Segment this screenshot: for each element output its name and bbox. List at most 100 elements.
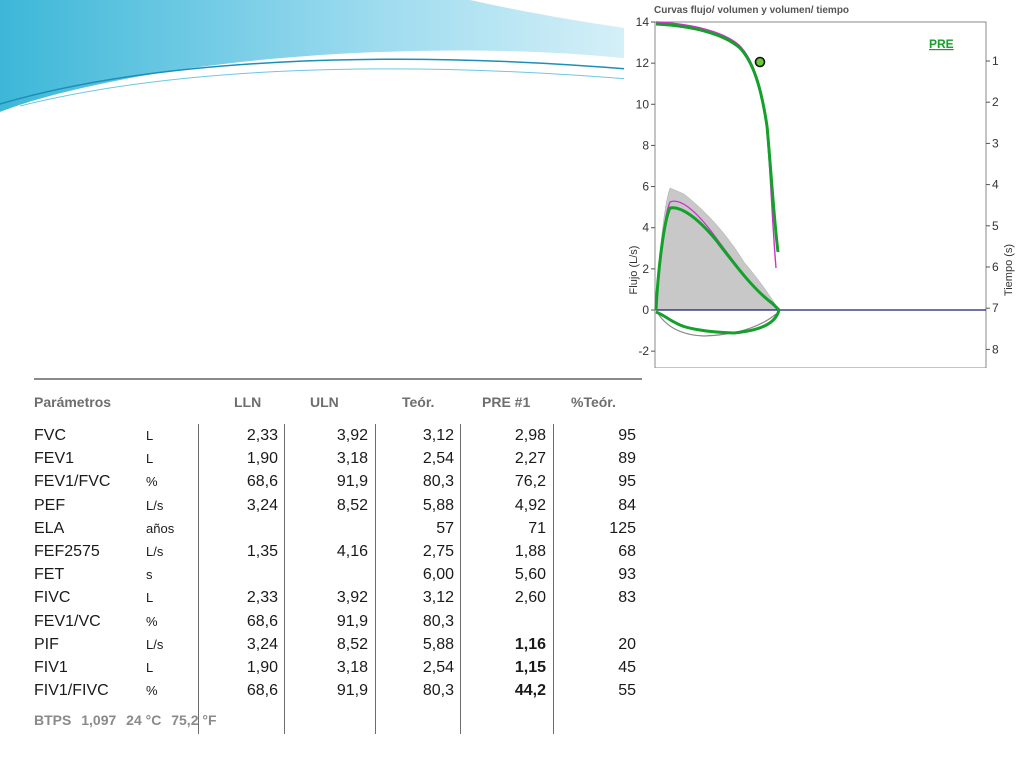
pct-teor-value: 55 <box>618 682 636 700</box>
temperature-celsius: 24 °C <box>126 712 162 728</box>
param-name: PIF <box>34 635 59 653</box>
col-header-pre: PRE #1 <box>482 394 531 410</box>
table-row: FVC L 2,33 3,92 3,12 2,98 95 <box>28 424 642 447</box>
pre-value: 76,2 <box>514 473 546 491</box>
param-unit: L <box>146 428 154 443</box>
param-unit: % <box>146 613 158 629</box>
temperature-fahrenheit: 75,2 °F <box>171 712 217 728</box>
param-unit: L/s <box>146 544 164 559</box>
lln-value: 3,24 <box>246 635 278 653</box>
col-header-uln: ULN <box>310 394 339 410</box>
pre-value: 2,27 <box>514 450 546 468</box>
teor-value: 3,12 <box>422 427 454 444</box>
column-divider <box>375 424 376 734</box>
chart-title: Curvas flujo/ volumen y volumen/ tiempo <box>654 5 849 16</box>
pct-teor-value: 45 <box>618 659 636 676</box>
uln-value: 4,16 <box>336 543 368 560</box>
uln-value: 91,9 <box>336 612 368 630</box>
col-header-parametros: Parámetros <box>34 394 112 410</box>
uln-value: 91,9 <box>336 682 368 700</box>
pre-value: 4,92 <box>514 496 546 514</box>
pre-value: 71 <box>528 519 546 537</box>
flow-volume-chart: Curvas flujo/ volumen y volumen/ tiempo … <box>628 5 1015 368</box>
header-swoosh-line-2 <box>19 68 641 107</box>
right-axis: 1 2 3 4 5 6 7 8 <box>986 54 999 356</box>
teor-value: 3,12 <box>422 589 454 607</box>
table-row: ELA años 57 71 125 <box>28 517 642 540</box>
param-name: FEF2575 <box>34 543 100 560</box>
y-tick-label: 6 <box>642 180 649 194</box>
header-swoosh <box>0 0 640 112</box>
table-row: FIV1/FIVC% 68,6 91,9 80,3 44,2 55 <box>28 679 642 702</box>
col-header-lln: LLN <box>234 394 262 410</box>
table-row: FEV1 L 1,90 3,18 2,54 2,27 89 <box>28 447 642 470</box>
pct-teor-value: 89 <box>618 450 636 468</box>
pre-value: 1,15 <box>514 659 546 676</box>
column-divider <box>198 424 199 734</box>
param-name: FVC <box>34 427 66 444</box>
volume-time-pre-curve <box>655 22 780 253</box>
pct-teor-value: 95 <box>618 473 636 491</box>
teor-value: 5,88 <box>422 635 454 653</box>
teor-value: 80,3 <box>422 612 454 630</box>
y-tick-label: 12 <box>636 56 650 70</box>
table-row: FEV1/FVC% 68,6 91,9 80,3 76,2 95 <box>28 470 642 493</box>
param-name: FIV1/FIVC <box>34 682 109 700</box>
pre-value: 2,98 <box>514 427 546 444</box>
y-tick-label: 4 <box>642 221 649 235</box>
param-unit: s <box>146 567 153 583</box>
lln-value: 68,6 <box>246 612 278 630</box>
y2-tick-label: 8 <box>992 342 999 356</box>
table-top-rule <box>34 378 642 380</box>
param-unit: L <box>146 451 154 467</box>
table-row: FET s 6,00 5,60 93 <box>28 563 642 586</box>
y2-tick-label: 7 <box>992 301 999 315</box>
column-divider <box>460 424 461 734</box>
param-unit: L <box>146 590 154 606</box>
param-name: ELA <box>34 519 65 537</box>
uln-value: 91,9 <box>336 473 368 491</box>
teor-value: 80,3 <box>422 682 454 700</box>
teor-value: 5,88 <box>422 496 454 514</box>
lln-value: 68,6 <box>246 682 278 700</box>
pre-value: 2,60 <box>514 589 546 607</box>
column-divider <box>553 424 554 734</box>
table-row: PIF L/s 3,24 8,52 5,88 1,16 20 <box>28 633 642 656</box>
pct-teor-value: 93 <box>618 566 636 584</box>
y2-axis-label: Tiempo (s) <box>1003 244 1015 296</box>
table-row: PEF L/s 3,24 8,52 5,88 4,92 84 <box>28 494 642 517</box>
pre-value: 1,88 <box>514 543 546 560</box>
y2-tick-label: 3 <box>992 136 999 150</box>
uln-value: 3,18 <box>336 659 368 676</box>
pct-teor-value: 95 <box>618 427 636 444</box>
legend-pre: PRE <box>929 37 954 51</box>
pct-teor-value: 125 <box>609 519 636 537</box>
param-unit: L/s <box>146 636 164 652</box>
curve-marker <box>754 56 766 68</box>
y2-tick-label: 4 <box>992 178 999 192</box>
uln-value: 3,92 <box>336 427 368 444</box>
param-name: FIVC <box>34 589 71 607</box>
plot-frame <box>654 21 987 368</box>
param-unit: años <box>146 520 175 536</box>
param-name: FEV1/FVC <box>34 473 111 491</box>
left-axis: 14 12 10 8 6 4 2 0 -2 <box>636 15 655 358</box>
table-row: FEF2575 L/s 1,35 4,16 2,75 1,88 68 <box>28 540 642 563</box>
param-name: FET <box>34 566 65 584</box>
y2-tick-label: 5 <box>992 219 999 233</box>
lln-value: 1,90 <box>246 450 278 468</box>
y-tick-label: 10 <box>636 97 650 111</box>
col-header-pct-teor: %Teór. <box>571 394 616 410</box>
btps-label: BTPS <box>34 712 72 728</box>
pre-value: 44,2 <box>514 682 546 700</box>
param-unit: L <box>146 660 154 675</box>
flow-volume-chart-panel: Curvas flujo/ volumen y volumen/ tiempo … <box>624 0 1024 368</box>
y-tick-label: -2 <box>638 344 649 358</box>
param-unit: L/s <box>146 497 164 513</box>
pre-value: 1,16 <box>514 635 546 653</box>
uln-value: 3,18 <box>336 450 368 468</box>
table-row: FIVC L 2,33 3,92 3,12 2,60 83 <box>28 586 642 609</box>
pct-teor-value: 83 <box>618 589 636 607</box>
y2-tick-label: 6 <box>992 260 999 274</box>
flow-volume-pre-curve <box>654 206 781 335</box>
